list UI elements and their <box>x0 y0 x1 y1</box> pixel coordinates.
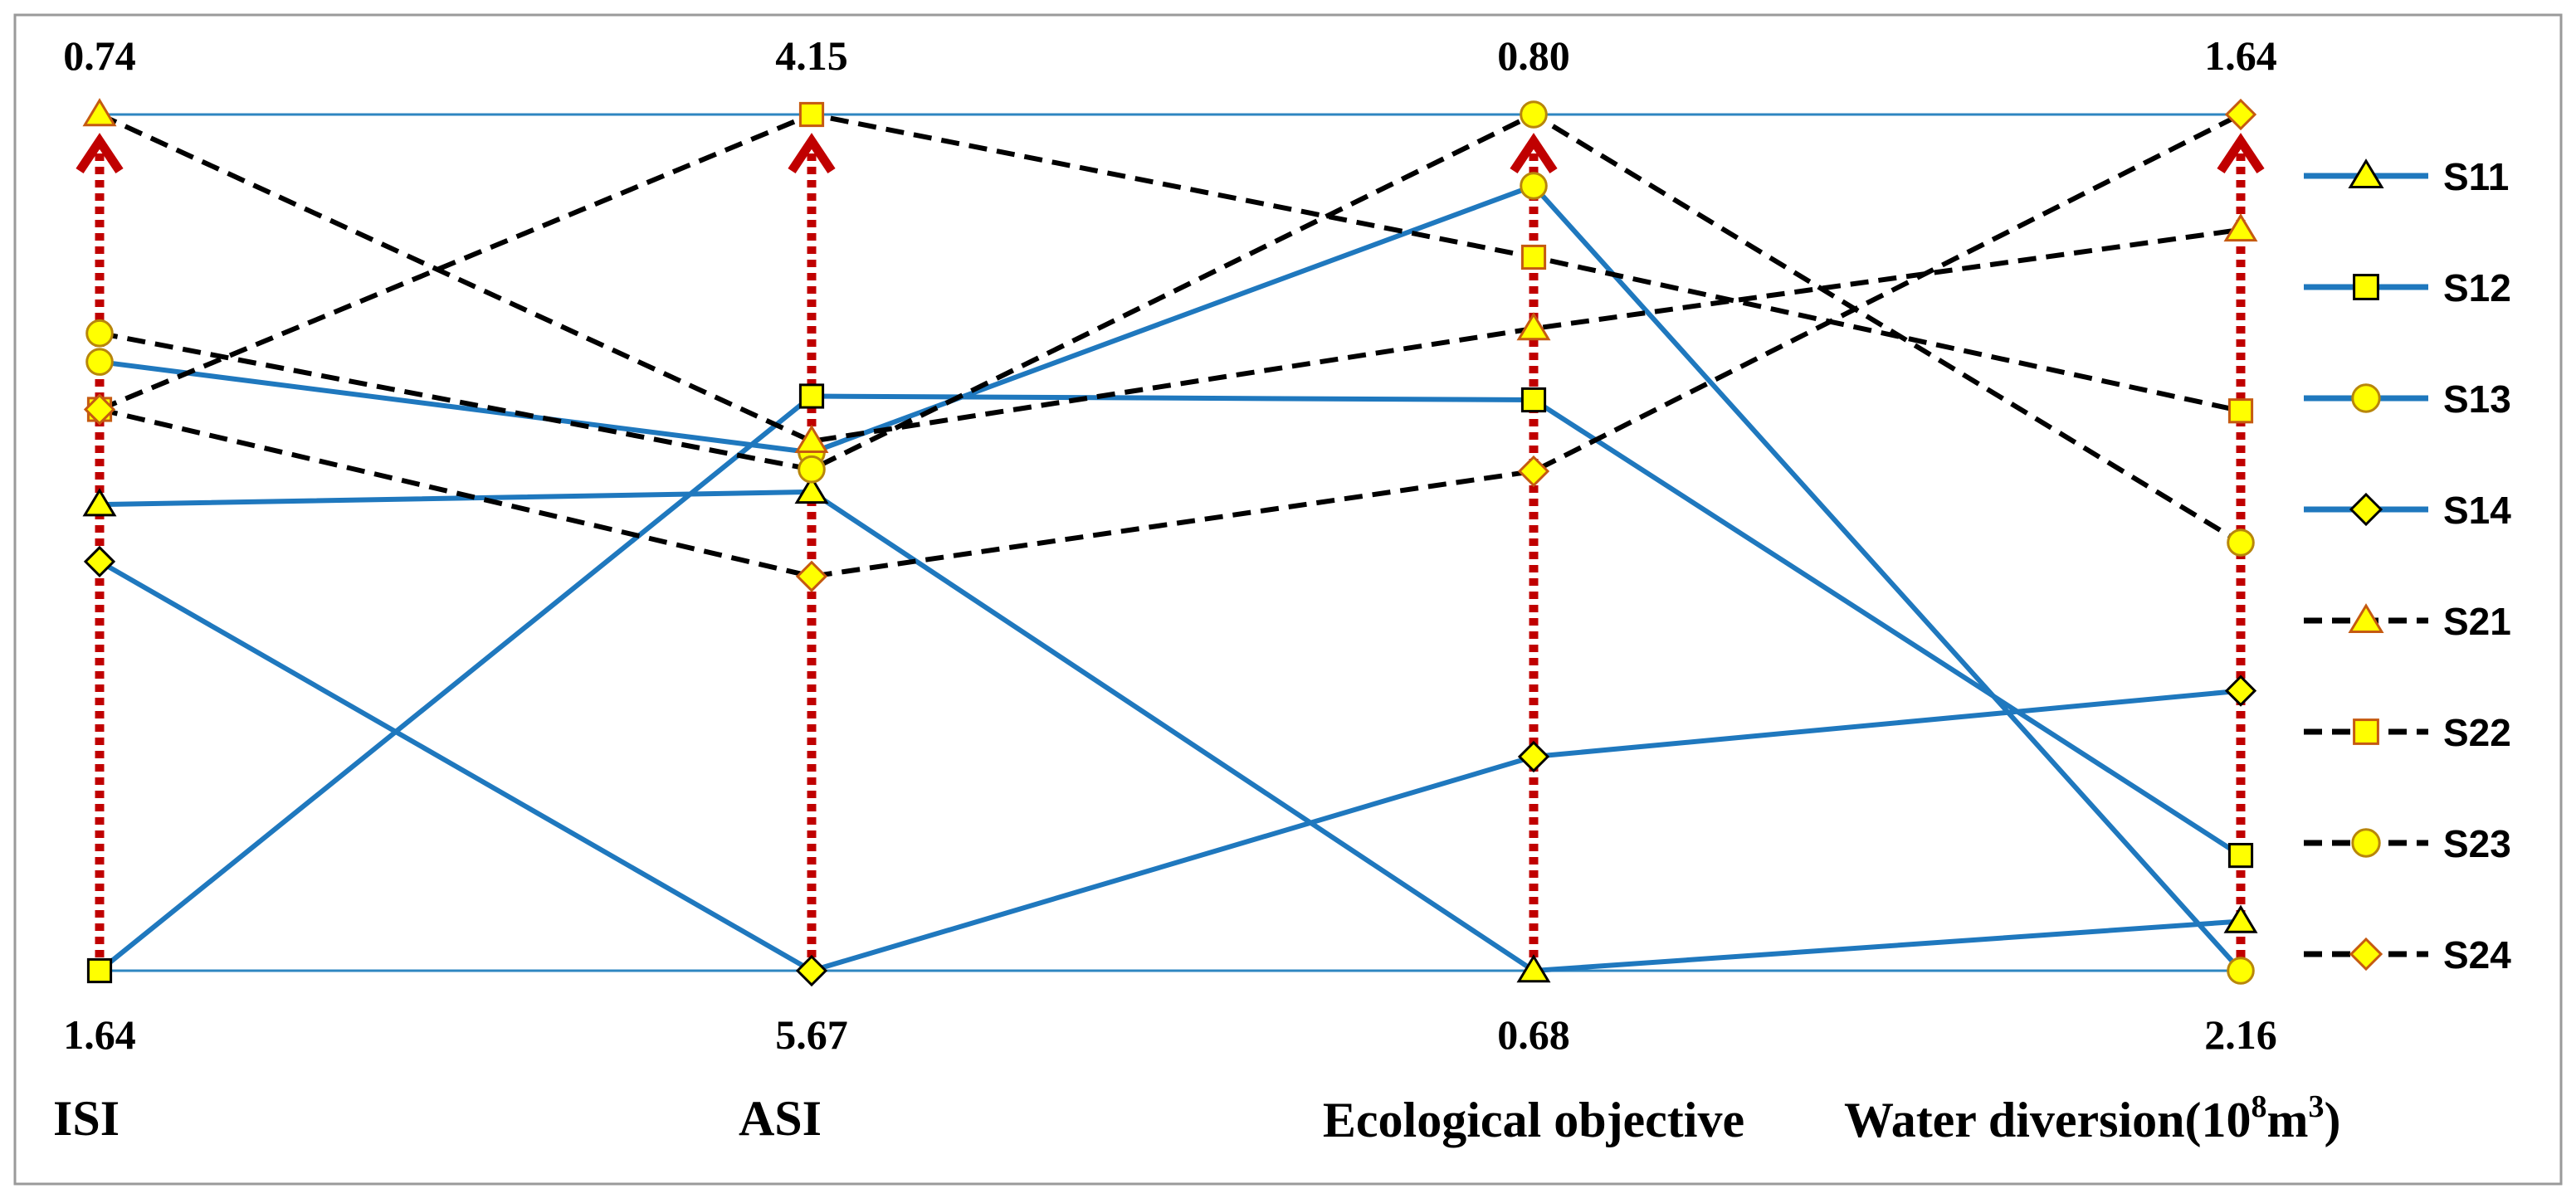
axis-water-arrow-head <box>2217 133 2265 174</box>
marker-s23-axis-water <box>2227 528 2255 557</box>
axis-eco-bottom-label: 0.68 <box>1497 1011 1570 1058</box>
axis-asi-name: ASI <box>739 1091 822 1146</box>
axis-water-name-mid: m <box>2267 1093 2309 1147</box>
legend-label: S13 <box>2443 377 2511 421</box>
marker-s12-axis-isi <box>86 957 113 984</box>
marker-s23-axis-eco <box>1520 100 1548 129</box>
axis-water-name-sup2: 3 <box>2309 1089 2325 1124</box>
marker-s21-axis-asi <box>794 424 829 454</box>
legend-item-s23: S23 <box>2304 822 2511 865</box>
axis-isi-name: ISI <box>53 1091 120 1146</box>
outer-frame <box>13 13 2563 1186</box>
axes-layer <box>76 133 2265 971</box>
marker-s12-axis-asi <box>798 383 825 409</box>
axis-water-top-label: 1.64 <box>2204 32 2277 79</box>
axis-water-bottom-label: 2.16 <box>2204 1011 2277 1058</box>
axis-isi-arrow-head <box>76 133 124 174</box>
legend-item-s13: S13 <box>2304 377 2511 421</box>
legend-label: S11 <box>2443 155 2509 198</box>
marker-s11-axis-water <box>2223 904 2258 933</box>
legend-swatch-marker <box>2351 383 2381 413</box>
marker-s23-axis-isi <box>85 319 114 348</box>
legend-item-s14: S14 <box>2304 489 2511 532</box>
series-markers-layer <box>82 98 2258 987</box>
axis-water-name-sup1: 8 <box>2252 1089 2267 1124</box>
marker-s22-axis-asi <box>798 101 825 128</box>
marker-s14-axis-water <box>2224 675 2257 707</box>
marker-s13-axis-isi <box>85 348 114 376</box>
marker-s11-axis-eco <box>1516 954 1551 983</box>
legend-item-s11: S11 <box>2304 155 2509 198</box>
marker-s13-axis-water <box>2227 957 2255 985</box>
marker-s21-axis-eco <box>1516 312 1551 341</box>
marker-s21-axis-isi <box>82 98 117 127</box>
axis-water-name-end: ) <box>2325 1093 2341 1147</box>
legend-label: S21 <box>2443 600 2511 643</box>
legend-item-s12: S12 <box>2304 266 2511 309</box>
marker-s24-axis-eco <box>1517 455 1550 488</box>
axis-asi-top-label: 4.15 <box>775 32 848 79</box>
marker-s21-axis-water <box>2223 213 2258 242</box>
marker-s12-axis-water <box>2227 842 2254 869</box>
axis-eco-name: Ecological objective <box>1323 1093 1744 1147</box>
marker-s14-axis-isi <box>83 545 116 578</box>
legend-swatch-marker <box>2348 158 2384 188</box>
series-line-s21 <box>98 112 2242 444</box>
marker-s13-axis-eco <box>1520 172 1548 200</box>
legend-label: S14 <box>2443 489 2511 532</box>
legend-item-s21: S21 <box>2304 600 2511 643</box>
marker-s22-axis-eco <box>1520 244 1547 270</box>
legend-swatch-marker <box>2349 492 2383 527</box>
series-line-s13 <box>99 183 2243 973</box>
series-line-s11 <box>99 489 2242 973</box>
legend-label: S24 <box>2443 933 2511 977</box>
axis-water-name-main: Water diversion(10 <box>1844 1093 2252 1147</box>
series-lines-layer <box>98 112 2243 973</box>
legend-swatch-marker <box>2348 603 2384 633</box>
axis-eco-top-label: 0.80 <box>1497 32 1570 79</box>
marker-s22-axis-water <box>2227 398 2254 424</box>
marker-s11-axis-asi <box>794 475 829 504</box>
axis-isi-bottom-label: 1.64 <box>63 1011 136 1058</box>
legend-item-s24: S24 <box>2304 933 2511 977</box>
marker-s12-axis-eco <box>1520 387 1547 413</box>
legend-swatch-marker <box>2351 828 2381 858</box>
legend-swatch-marker <box>2353 718 2379 745</box>
axis-water-name: Water diversion(108m3) <box>1844 1089 2341 1147</box>
axis-eco-arrow-head <box>1510 133 1558 174</box>
legend-swatch-marker <box>2353 274 2379 300</box>
axis-isi-top-label: 0.74 <box>63 32 136 79</box>
axis-asi-arrow-head <box>788 133 836 174</box>
marker-s23-axis-asi <box>798 455 826 484</box>
series-line-s12 <box>98 393 2242 973</box>
marker-s14-axis-eco <box>1517 740 1550 773</box>
legend-label: S23 <box>2443 822 2511 865</box>
legend-label: S12 <box>2443 266 2511 309</box>
legend: S11 S12 S13 S14 S21 S22 S23 S24 <box>2304 155 2511 977</box>
marker-s24-axis-asi <box>795 560 828 592</box>
marker-s24-axis-isi <box>83 393 116 426</box>
series-line-s23 <box>99 112 2242 545</box>
series-line-s22 <box>98 112 2242 414</box>
legend-swatch-marker <box>2349 937 2383 972</box>
marker-s14-axis-asi <box>795 954 828 987</box>
marker-s24-axis-water <box>2224 98 2257 131</box>
legend-item-s22: S22 <box>2304 711 2511 754</box>
legend-label: S22 <box>2443 711 2511 754</box>
marker-s11-axis-isi <box>82 488 117 517</box>
axis-asi-bottom-label: 5.67 <box>775 1011 848 1058</box>
series-line-s14 <box>98 559 2242 973</box>
